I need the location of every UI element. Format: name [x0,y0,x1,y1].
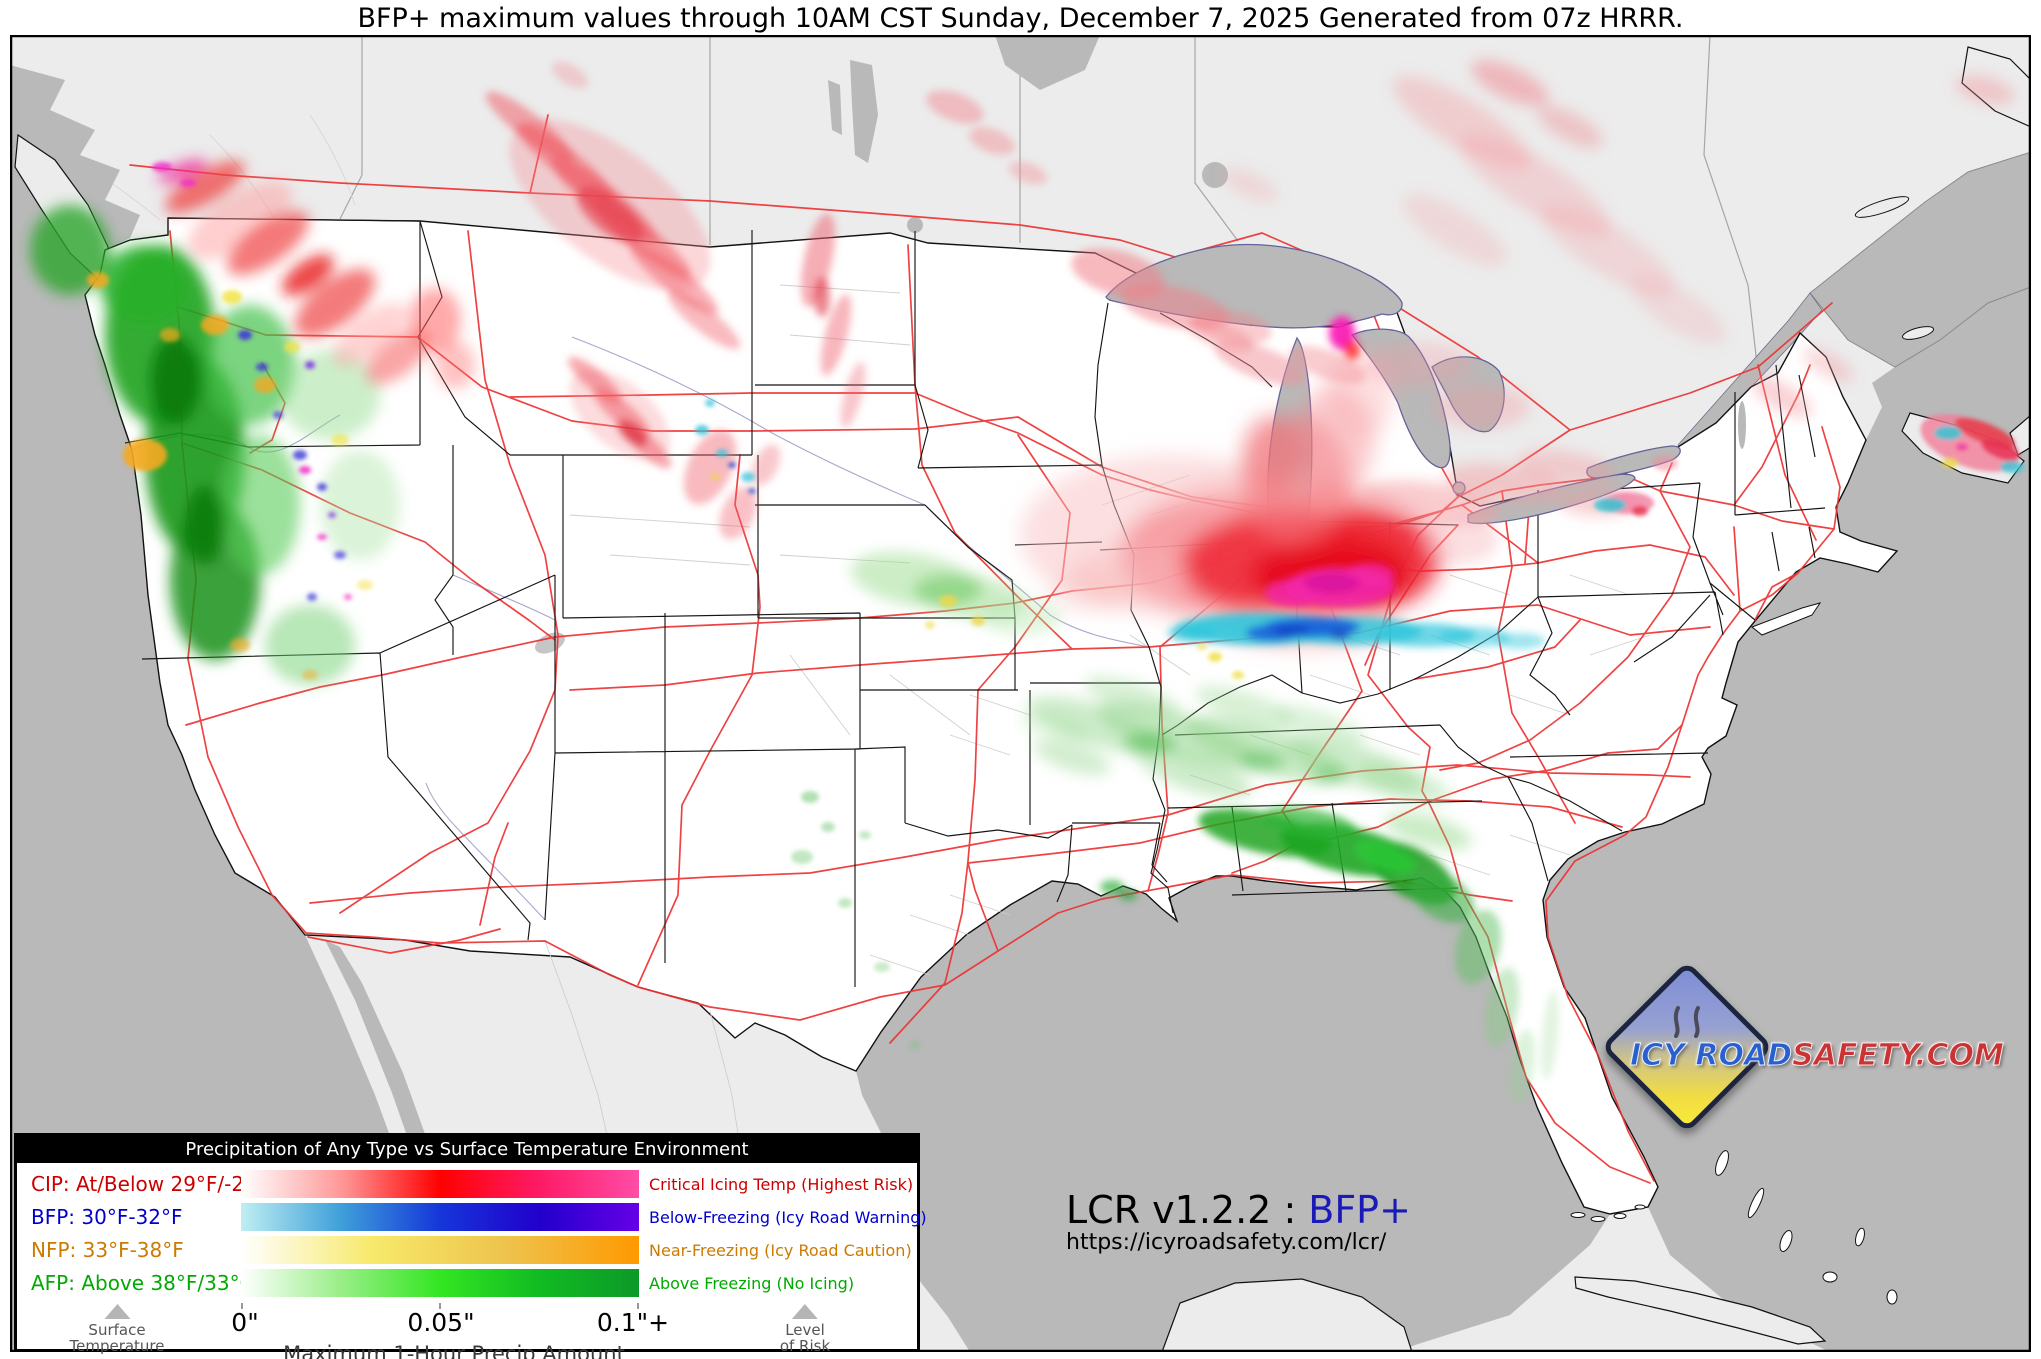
afp-risk-label: Above Freezing (No Icing) [649,1274,855,1293]
pacific-ocean [10,65,425,1352]
precip-nova-scotia [1920,414,2024,473]
axis-label-005: 0.05" [407,1308,475,1337]
precip-buffalo [1594,455,1678,516]
axis-label-01plus: 0.1"+ [596,1308,670,1337]
nfp-risk-label: Near-Freezing (Icy Road Caution) [649,1241,912,1260]
bfp-gradient-bar [241,1203,639,1231]
bfp-risk-label: Below-Freezing (Icy Road Warning) [649,1208,927,1227]
precip-lakes-east-streaks [1222,60,2015,564]
axis-title: Maximum 1-Hour Precip Amount [283,1342,625,1359]
legend-panel: Precipitation of Any Type vs Surface Tem… [14,1133,927,1359]
cip-gradient-bar [241,1170,639,1198]
james-bay [995,35,1100,90]
legend-row-afp: AFP: Above 38°F/33°C Above Freezing (No … [17,1268,917,1298]
precip-pnw-red [157,159,475,389]
nfp-label: NFP: 33°F-38°F [31,1238,184,1262]
cip-label: CIP: At/Below 29°F/-2°C [31,1172,269,1196]
precip-pnw-mixed [87,162,373,680]
canada-province-borders [339,35,1851,374]
mode-label: BFP+ [1308,1188,1411,1232]
precip-florida-green [1100,806,1559,1105]
tick-005 [439,1303,441,1309]
precip-south-green [850,552,1472,850]
cuba [1574,1276,1827,1345]
bfp-label: BFP: 30°F-32°F [31,1205,183,1229]
us-weather-map [10,35,2031,1352]
gulf-of-st-lawrence [1809,151,2031,368]
precip-pnw-green [30,205,400,685]
level-of-risk-caption: Level of Risk [780,1304,830,1354]
cip-risk-label: Critical Icing Temp (Highest Risk) [649,1175,914,1194]
bahamas-islands [1715,1150,1898,1305]
up-triangle-icon [791,1304,818,1319]
tick-01 [637,1303,639,1309]
skid-marks-icon [1673,1006,1700,1038]
logo-text: ICY ROADSAFETY.COM [1629,1038,2005,1074]
florida-keys [1570,1204,1646,1222]
precip-greatlakes-detail [1071,248,1545,649]
lake-of-the-woods [907,217,923,233]
legend-row-bfp: BFP: 30°F-32°F Below-Freezing (Icy Road … [17,1202,927,1232]
precip-midwest-yellow-specks [1197,644,1244,679]
axis-label-0: 0" [231,1308,259,1337]
footer-info: LCR v1.2.2 : BFP+ https://icyroadsafety.c… [1066,1190,1411,1256]
surface-temperature-caption: Surface Temperature [69,1304,165,1354]
afp-label: AFP: Above 38°F/33°C [31,1271,254,1295]
anticosti-island [1854,196,1910,218]
precip-texas-specks [791,791,921,1049]
yucatan [1161,1278,1413,1352]
precip-midwest-yellow [925,595,985,629]
precip-montana-streaks [485,61,1048,540]
gulf-of-mexico [856,876,1610,1352]
legend-title: Precipitation of Any Type vs Surface Tem… [17,1136,917,1163]
logo-text-icy-road: ICY ROAD [1629,1038,1793,1074]
lake-nipigon [1202,162,1228,188]
legend-row-cip: CIP: At/Below 29°F/-2°C Critical Icing T… [17,1169,917,1199]
tick-0 [241,1303,243,1309]
nfp-gradient-bar [241,1236,639,1264]
lake-winnipeg [828,60,878,163]
version-label: LCR v1.2.2 : [1066,1188,1297,1232]
legend-row-nfp: NFP: 33°F-38°F Near-Freezing (Icy Road C… [17,1235,917,1265]
version-line: LCR v1.2.2 : BFP+ [1066,1190,1411,1230]
page-title: BFP+ maximum values through 10AM CST Sun… [357,3,1684,34]
precip-plains-specks [695,399,756,494]
logo-text-safety: SAFETY.COM [1792,1038,2005,1074]
website-url: https://icyroadsafety.com/lcr/ [1066,1230,1387,1255]
afp-gradient-bar [241,1269,639,1297]
icy-road-safety-logo: ICY ROADSAFETY.COM [1598,960,2004,1158]
map-frame [10,35,2031,1352]
long-island [1751,602,1822,636]
prince-edward-island [1901,326,1935,340]
up-triangle-icon [104,1304,130,1319]
